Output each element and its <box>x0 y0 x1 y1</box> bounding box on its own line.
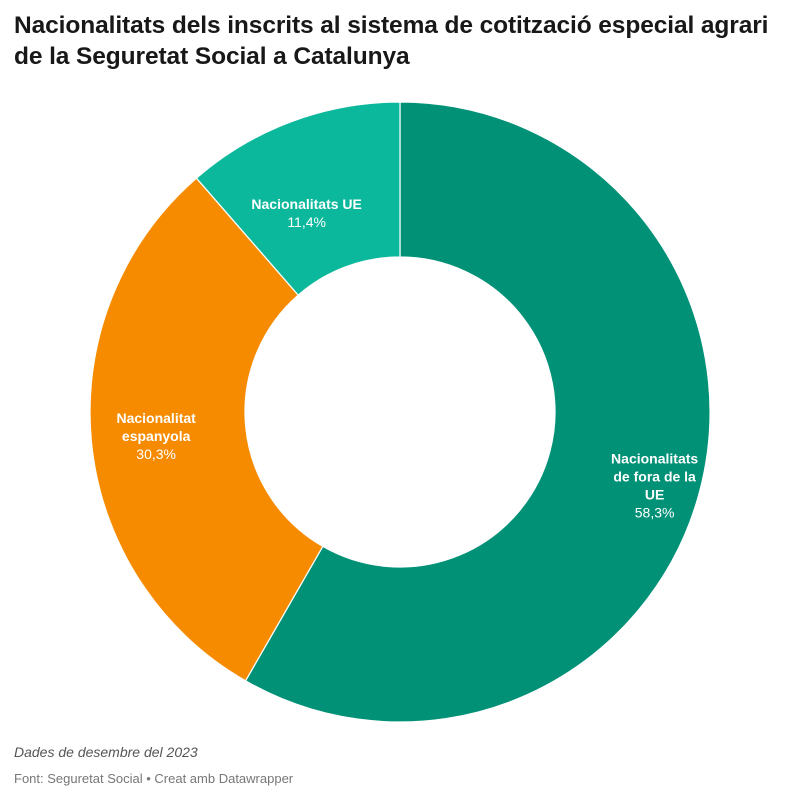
chart-note: Dades de desembre del 2023 <box>14 744 198 760</box>
donut-slice-2 <box>89 177 324 682</box>
slice-name-line: Nacionalitats UE <box>251 196 361 212</box>
chart-title: Nacionalitats dels inscrits al sistema d… <box>14 12 769 70</box>
slice-name-line: espanyola <box>122 428 191 444</box>
slice-label-1: Nacionalitats de fora de la UE 58,3% <box>611 450 698 520</box>
slice-name-line: Nacionalitat <box>116 410 196 426</box>
donut-labels: Nacionalitats de fora de la UE 58,3%Naciona… <box>116 196 698 521</box>
slice-name-line: de fora de la <box>613 468 696 484</box>
slice-value: 11,4% <box>287 214 326 230</box>
donut-slice-3 <box>195 101 401 296</box>
slice-name-line: Nacionalitats <box>611 450 698 466</box>
slice-value: 30,3% <box>136 446 176 462</box>
slice-value: 58,3% <box>635 504 675 520</box>
slice-label-2: Nacionalitat espanyola 30,3% <box>116 410 196 462</box>
slice-name-line: UE <box>645 486 664 502</box>
donut-slices <box>89 101 711 723</box>
slice-label-3: Nacionalitats UE 11,4% <box>251 196 361 230</box>
chart-source: Font: Seguretat Social • Creat amb Dataw… <box>14 771 294 786</box>
donut-slice-1 <box>244 101 711 723</box>
